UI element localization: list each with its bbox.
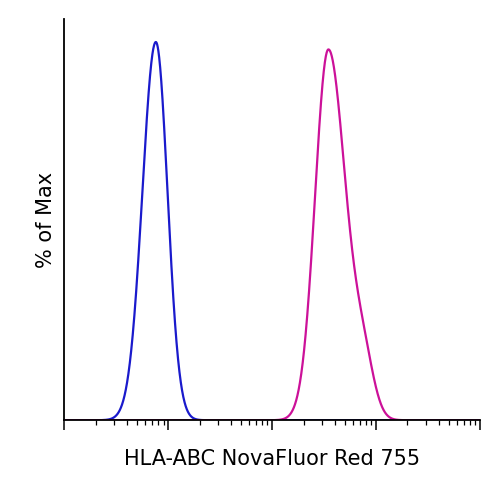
Y-axis label: % of Max: % of Max	[36, 171, 56, 268]
X-axis label: HLA-ABC NovaFluor Red 755: HLA-ABC NovaFluor Red 755	[124, 449, 420, 469]
